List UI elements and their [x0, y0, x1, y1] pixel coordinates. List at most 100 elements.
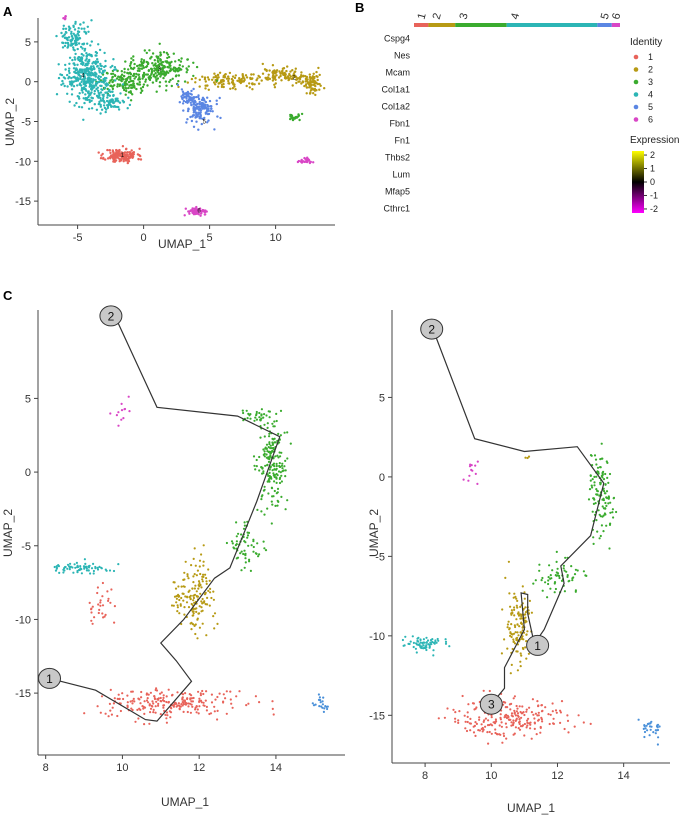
panel-c-left-point-cluster-1: [161, 699, 165, 702]
identity-legend-swatch-5: [633, 104, 639, 110]
panel-a-point-cluster-4: [112, 58, 115, 61]
panel-c-right-point-cluster-1: [457, 719, 460, 722]
panel-c-right-point-cluster-3: [600, 442, 603, 445]
panel-c-left-point-cluster-1: [109, 601, 112, 604]
panel-c-right-point-cluster-2: [507, 620, 510, 623]
panel-c-left-point-cluster-1: [271, 707, 274, 711]
heatmap-gene-labels: Cspg4NesMcamCol1a1Col1a2Fbn1Fn1Thbs2LumM…: [381, 34, 410, 214]
panel-a-cluster-label-6: 6: [197, 209, 201, 215]
identity-legend-label-2: 2: [648, 65, 653, 75]
panel-c-left-point-cluster-2: [187, 577, 190, 580]
panel-a-point-cluster-4: [70, 44, 73, 47]
panel-c-left-point-cluster-1: [147, 701, 150, 704]
panel-a-point-cluster-3: [289, 117, 292, 121]
panel-a-point-cluster-5: [193, 106, 196, 110]
panel-a-point-cluster-3: [120, 76, 123, 80]
panel-a-point-cluster-5: [200, 98, 204, 102]
panel-c-left-point-cluster-6: [109, 412, 112, 415]
panel-c-left-point-cluster-3: [264, 447, 267, 450]
panel-c-right-point-cluster-3: [566, 575, 569, 579]
panel-c-left-point-cluster-1: [187, 702, 190, 705]
panel-a-point-cluster-4: [84, 98, 87, 101]
panel-c-right-point-cluster-3: [602, 497, 605, 500]
panel-c-right-point-cluster-3: [595, 475, 598, 478]
panel-a-point-cluster-3: [291, 118, 295, 122]
panel-a-point-cluster-5: [192, 96, 196, 99]
panel-c-left-point-cluster-2: [201, 609, 204, 612]
panel-c-right-point-cluster-3: [595, 519, 598, 522]
panel-a-point-cluster-5: [199, 111, 202, 114]
panel-a-point-cluster-4: [77, 58, 80, 62]
panel-c-right-point-cluster-1: [465, 729, 469, 733]
panel-c-right-point-cluster-3: [599, 481, 602, 484]
panel-c-right-point-cluster-2: [509, 631, 512, 634]
panel-c-right-point-cluster-2: [530, 611, 534, 614]
panel-c-left-point-cluster-3: [263, 455, 266, 458]
panel-c-right-point-cluster-1: [537, 711, 540, 714]
panel-c-right-point-cluster-1: [469, 717, 472, 721]
panel-c-left-point-cluster-3: [284, 508, 287, 511]
panel-c-left-point-cluster-3: [272, 495, 275, 498]
panel-a-point-cluster-2: [317, 66, 320, 70]
panel-c-left-point-cluster-1: [107, 715, 110, 718]
panel-c-left-point-cluster-2: [203, 601, 206, 604]
panel-c-left-point-cluster-2: [173, 581, 176, 584]
panel-c-right-point-cluster-3: [604, 513, 607, 516]
panel-a-point-cluster-3: [144, 78, 148, 81]
panel-a-point-cluster-2: [280, 79, 283, 82]
panel-a-point-cluster-1: [122, 157, 125, 161]
panel-a-point-cluster-4: [55, 93, 59, 96]
panel-c-right-point-cluster-1: [469, 729, 472, 732]
panel-c-right-point-cluster-3: [598, 513, 601, 516]
panel-a-point-cluster-4: [95, 51, 99, 55]
panel-c-right-point-cluster-3: [597, 471, 600, 474]
panel-a-point-cluster-1: [130, 149, 133, 152]
panel-a-point-cluster-3: [165, 51, 168, 55]
panel-c-left-point-cluster-3: [270, 477, 273, 480]
panel-a-point-cluster-4: [77, 30, 81, 34]
panel-c-left-point-cluster-1: [99, 711, 102, 714]
panel-c-right-point-cluster-1: [527, 717, 530, 720]
panel-c-right-point-cluster-4: [425, 644, 428, 647]
panel-c-left-point-cluster-1: [113, 605, 116, 608]
panel-c-left-point-cluster-1: [224, 697, 227, 700]
panel-a-point-cluster-4: [67, 45, 70, 48]
panel-c-right-point-cluster-1: [486, 731, 489, 734]
panel-c-right-point-cluster-1: [523, 734, 526, 737]
panel-a-point-cluster-3: [215, 79, 219, 82]
panel-c-left-point-cluster-2: [173, 595, 177, 598]
panel-c-right-point-cluster-1: [454, 717, 457, 720]
panel-c-left-point-cluster-2: [193, 547, 196, 550]
panel-a-point-cluster-2: [271, 63, 275, 67]
panel-c-right-point-cluster-3: [589, 479, 592, 482]
panel-c-left-point-cluster-3: [232, 546, 235, 549]
panel-a-point-cluster-4: [84, 70, 87, 73]
panel-c-left-point-cluster-6: [120, 402, 123, 405]
panel-c-left-point-cluster-2: [209, 587, 212, 591]
panel-c-left-point-cluster-1: [189, 711, 192, 714]
panel-a-point-cluster-5: [216, 115, 219, 118]
panel-a-point-cluster-2: [294, 67, 297, 70]
panel-c-left-point-cluster-5: [323, 707, 326, 710]
panel-a-point-cluster-4: [103, 101, 106, 104]
panel-c-left-point-cluster-1: [272, 713, 275, 716]
panel-c-left-point-cluster-4: [77, 568, 81, 572]
panel-a-point-cluster-2: [222, 85, 225, 89]
panel-a-point-cluster-4: [80, 88, 84, 92]
panel-c-left-point-cluster-1: [192, 696, 195, 700]
panel-c-left-point-cluster-3: [230, 540, 234, 543]
panel-c-right-x-tick-label: 8: [422, 770, 428, 782]
panel-c-left-point-cluster-1: [186, 710, 189, 714]
panel-c-left-point-cluster-3: [260, 498, 263, 501]
panel-c-left-point-cluster-2: [213, 612, 217, 615]
panel-a-point-cluster-2: [234, 88, 237, 91]
panel-c-left-point-cluster-1: [165, 717, 168, 720]
panel-a-point-cluster-4: [111, 98, 114, 101]
panel-a-point-cluster-4: [87, 30, 90, 33]
panel-a-point-cluster-4: [104, 64, 107, 68]
panel-c-right-x-tick-label: 10: [485, 770, 497, 782]
panel-a-point-cluster-3: [116, 83, 120, 86]
panel-a-point-cluster-4: [59, 73, 62, 76]
panel-c-right-point-cluster-2: [510, 609, 513, 612]
gene-label-cspg4: Cspg4: [384, 34, 410, 44]
